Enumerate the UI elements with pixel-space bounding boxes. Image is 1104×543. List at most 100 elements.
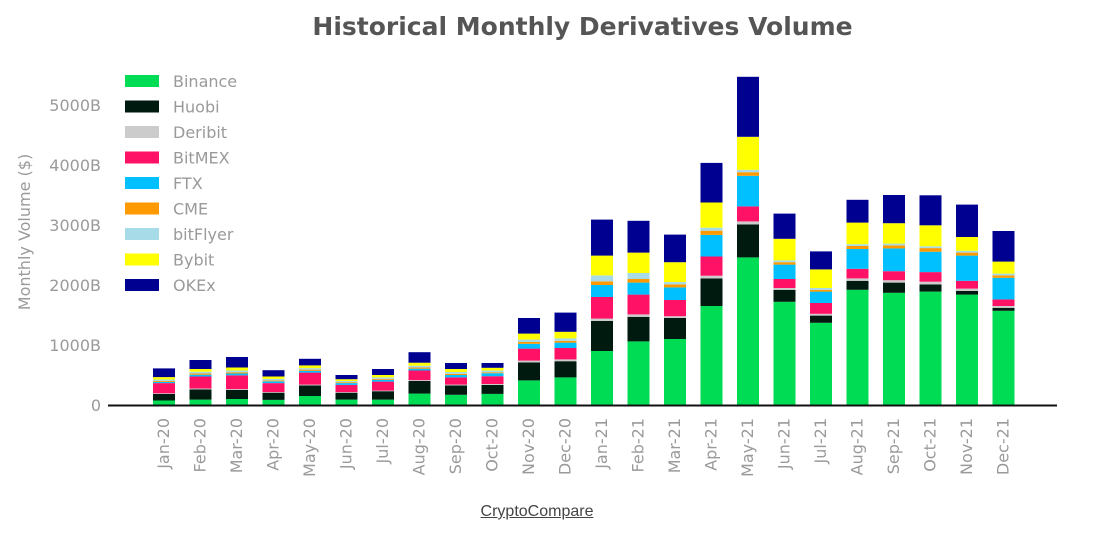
bar-segment-bitmex-dec-20 <box>554 348 577 360</box>
bar-segment-ftx-sep-20 <box>445 375 467 378</box>
bar-segment-bybit-feb-21 <box>627 252 650 273</box>
x-tick-label: Aug-20 <box>410 418 429 475</box>
y-tick-label: 1000B <box>49 336 101 355</box>
bar-segment-deribit-jul-20 <box>372 390 394 392</box>
bar-segment-deribit-sep-20 <box>445 384 467 386</box>
bar-segment-ftx-may-20 <box>299 370 321 373</box>
bar-segment-bitflyer-aug-20 <box>408 365 431 368</box>
bar-segment-bitflyer-jun-21 <box>773 260 796 263</box>
bar-segment-okex-feb-21 <box>627 220 650 253</box>
bar-segment-deribit-jul-21 <box>810 313 832 316</box>
x-tick-label: Jul-20 <box>373 418 392 464</box>
bar-segment-okex-sep-20 <box>445 363 467 369</box>
bar-segment-deribit-sep-21 <box>883 280 905 283</box>
bar-segment-deribit-jan-21 <box>591 318 613 321</box>
bar-segment-bitmex-may-21 <box>737 206 759 222</box>
bar-segment-deribit-feb-20 <box>189 388 212 390</box>
bar-segment-binance-aug-20 <box>408 393 431 405</box>
bar-segment-huobi-mar-21 <box>664 318 686 339</box>
bar-segment-huobi-aug-21 <box>846 280 869 290</box>
bar-segment-binance-jul-20 <box>372 399 394 405</box>
bar-segment-cme-apr-21 <box>700 230 723 235</box>
bar-segment-binance-oct-20 <box>481 393 504 405</box>
bar-segment-ftx-oct-21 <box>919 251 942 273</box>
bar-segment-bitmex-feb-21 <box>627 294 650 315</box>
bar-segment-deribit-aug-21 <box>846 278 869 281</box>
x-tick-label: May-21 <box>738 418 757 477</box>
bar-segment-ftx-feb-20 <box>189 374 212 377</box>
bar-segment-ftx-aug-21 <box>846 249 869 269</box>
bar-segment-bybit-jun-21 <box>773 238 796 261</box>
bar-segment-bitflyer-jun-20 <box>335 381 358 383</box>
bar-segment-bitflyer-mar-20 <box>226 370 248 373</box>
bar-segment-bybit-nov-21 <box>956 237 978 251</box>
bar-segment-cme-apr-20 <box>262 380 285 382</box>
bar-segment-huobi-apr-21 <box>700 278 723 306</box>
x-tick-label: Oct-20 <box>483 418 502 472</box>
bar-segment-bybit-jan-21 <box>591 255 613 276</box>
x-tick-label: Nov-20 <box>519 418 538 475</box>
bar-segment-bitmex-dec-21 <box>992 299 1015 306</box>
bar-segment-huobi-oct-21 <box>919 284 942 292</box>
bar-segment-bitflyer-oct-20 <box>481 370 504 373</box>
bar-segment-bitflyer-sep-20 <box>445 372 467 374</box>
bar-segment-huobi-jan-21 <box>591 321 613 351</box>
legend-label-binance: Binance <box>173 72 237 91</box>
bars-group <box>153 76 1015 405</box>
bar-segment-bitflyer-dec-20 <box>554 338 577 341</box>
bar-segment-ftx-mar-21 <box>664 287 686 300</box>
bar-segment-cme-may-21 <box>737 172 759 176</box>
bar-segment-cme-mar-21 <box>664 284 686 288</box>
legend-label-bitmex: BitMEX <box>173 149 230 168</box>
bar-segment-okex-apr-20 <box>262 370 285 377</box>
bar-segment-bitflyer-sep-21 <box>883 243 905 246</box>
bar-segment-binance-aug-21 <box>846 289 869 405</box>
x-tick-label: Jun-20 <box>337 418 356 470</box>
bar-segment-okex-jan-21 <box>591 219 613 256</box>
bar-segment-bitmex-may-20 <box>299 372 321 385</box>
x-tick-label: Sep-20 <box>446 418 465 474</box>
bar-segment-cme-aug-20 <box>408 367 431 369</box>
bar-segment-deribit-dec-20 <box>554 359 577 362</box>
y-tick-label: 2000B <box>49 276 101 295</box>
bar-segment-deribit-may-20 <box>299 384 321 386</box>
bar-segment-binance-feb-21 <box>627 341 650 405</box>
bar-segment-huobi-mar-20 <box>226 390 248 399</box>
bar-segment-bitflyer-feb-21 <box>627 273 650 279</box>
bar-segment-deribit-jan-20 <box>153 393 175 394</box>
bar-segment-cme-jul-21 <box>810 289 832 292</box>
bar-segment-okex-nov-20 <box>518 318 540 334</box>
bar-segment-ftx-jan-20 <box>153 381 175 384</box>
bar-segment-cme-jan-20 <box>153 381 175 382</box>
bar-segment-deribit-apr-21 <box>700 275 723 279</box>
bar-segment-cme-dec-20 <box>554 340 577 343</box>
y-tick-label: 4000B <box>49 156 101 175</box>
x-tick-label: Dec-20 <box>556 418 575 475</box>
source-link[interactable]: CryptoCompare <box>480 503 594 520</box>
bar-segment-ftx-nov-20 <box>518 343 540 349</box>
x-tick-label: Jun-21 <box>775 418 794 470</box>
bar-segment-okex-aug-20 <box>408 352 431 363</box>
bar-segment-ftx-jun-20 <box>335 383 358 385</box>
bar-segment-okex-aug-21 <box>846 199 869 223</box>
bar-segment-okex-apr-21 <box>700 162 723 203</box>
bar-segment-binance-may-21 <box>737 257 759 405</box>
bar-segment-deribit-mar-20 <box>226 389 248 390</box>
bar-segment-deribit-nov-21 <box>956 288 978 291</box>
y-tick-label: 3000B <box>49 216 101 235</box>
bar-segment-bybit-dec-21 <box>992 261 1015 274</box>
bar-segment-bybit-aug-21 <box>846 222 869 245</box>
bar-segment-huobi-dec-20 <box>554 361 577 378</box>
legend-swatch-bybit <box>125 253 159 266</box>
bar-segment-bybit-aug-20 <box>408 362 431 366</box>
bar-segment-okex-feb-20 <box>189 360 212 369</box>
legend: Binance Huobi Deribit BitMEX FTX CME bitFlyer B… <box>125 72 237 295</box>
x-tick-label: Mar-21 <box>665 418 684 473</box>
legend-label-cme: CME <box>173 200 208 219</box>
legend-label-huobi: Huobi <box>173 98 220 117</box>
bar-segment-binance-jan-20 <box>153 400 175 405</box>
bar-segment-cme-nov-20 <box>518 342 540 344</box>
x-tick-label: Aug-21 <box>848 418 867 475</box>
bar-segment-cme-feb-21 <box>627 279 650 283</box>
x-tick-label: Jan-20 <box>154 418 173 470</box>
